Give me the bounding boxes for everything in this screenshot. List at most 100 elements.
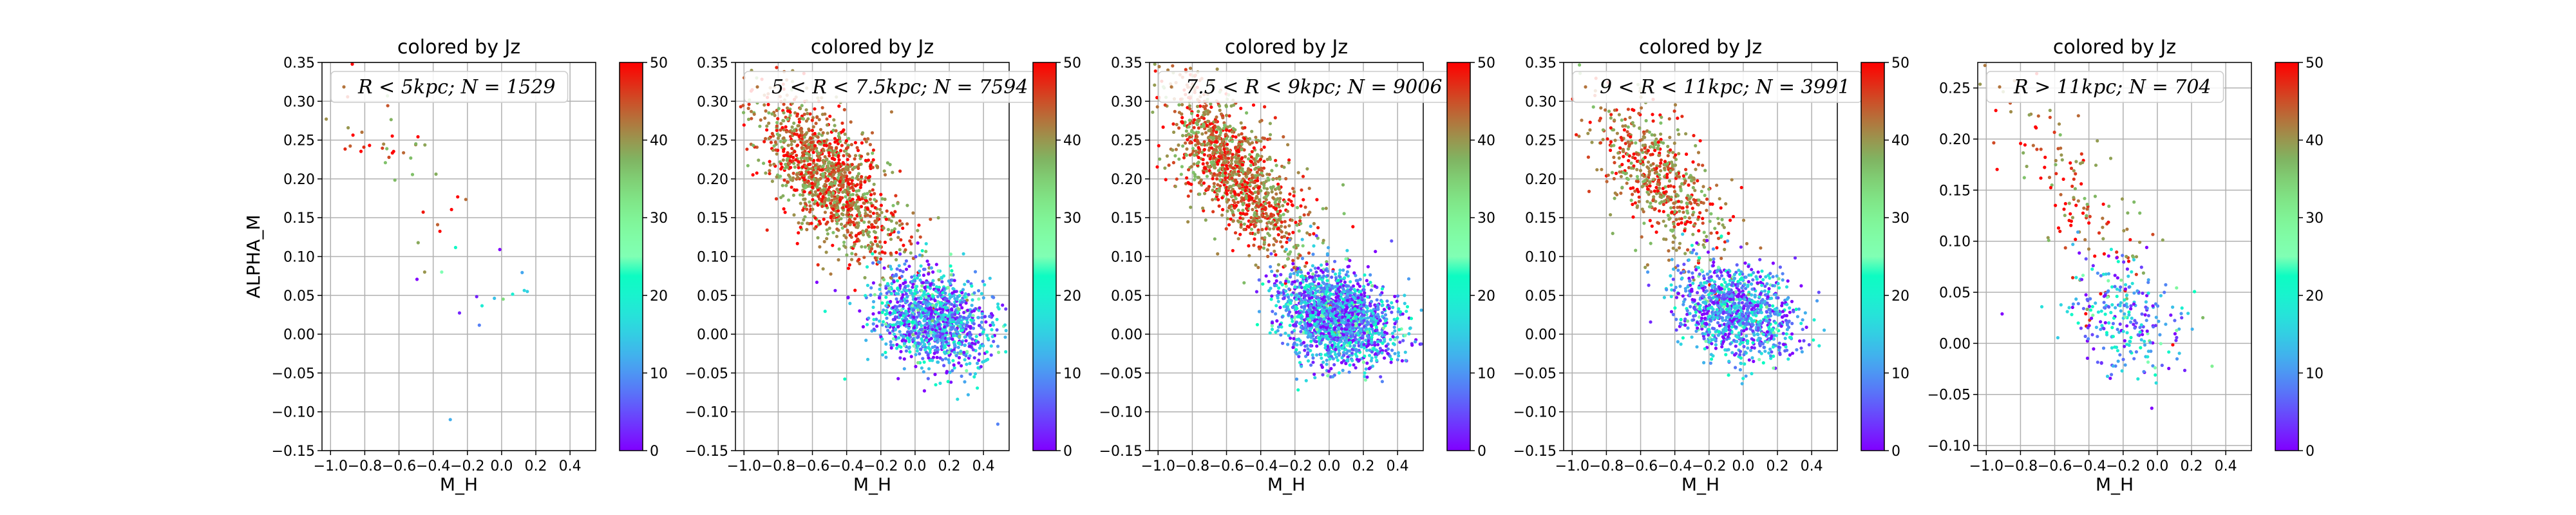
data-point <box>920 366 923 370</box>
data-point <box>904 259 908 263</box>
data-point <box>992 295 996 299</box>
data-point <box>762 140 766 144</box>
data-point <box>1215 115 1218 119</box>
data-point <box>1214 120 1218 124</box>
data-point <box>1253 162 1257 166</box>
data-point <box>1396 358 1399 362</box>
data-point <box>842 108 846 111</box>
data-point <box>815 149 819 153</box>
data-point <box>1267 234 1271 238</box>
data-point <box>782 102 786 106</box>
data-point <box>1185 147 1189 151</box>
data-point <box>1193 174 1197 178</box>
data-point <box>968 314 972 317</box>
data-point <box>1173 185 1177 189</box>
data-point <box>950 327 954 331</box>
data-point <box>1153 62 1157 66</box>
data-point <box>1311 353 1314 357</box>
data-point <box>908 350 912 354</box>
data-point <box>1239 121 1243 125</box>
data-point <box>992 339 996 344</box>
data-point <box>824 250 828 254</box>
data-point <box>833 124 837 127</box>
data-point <box>931 319 934 323</box>
data-point <box>808 156 812 161</box>
data-point <box>927 367 931 371</box>
data-point <box>1287 161 1291 165</box>
data-point <box>941 332 945 336</box>
data-point <box>1278 306 1282 310</box>
data-point <box>1363 294 1367 298</box>
data-point <box>902 357 906 361</box>
data-point <box>799 107 802 111</box>
data-point <box>965 321 969 324</box>
data-point <box>1256 191 1260 195</box>
data-point <box>1212 182 1216 185</box>
data-point <box>898 283 902 287</box>
data-point <box>1164 178 1168 182</box>
data-point <box>811 125 815 129</box>
data-point <box>1238 159 1242 163</box>
data-point <box>784 162 788 166</box>
data-point <box>1180 116 1184 120</box>
data-point <box>1325 274 1329 277</box>
data-point <box>368 144 372 147</box>
data-point <box>877 213 882 217</box>
data-point <box>943 297 947 301</box>
data-point <box>1230 176 1234 180</box>
data-point <box>909 242 913 246</box>
data-point <box>924 301 928 304</box>
data-point <box>1325 279 1329 283</box>
data-point <box>805 151 809 155</box>
data-point <box>1209 160 1213 164</box>
data-point <box>1209 105 1213 109</box>
data-point <box>477 323 481 327</box>
data-point <box>822 149 826 153</box>
data-point <box>972 291 976 295</box>
data-point <box>1202 171 1206 174</box>
data-point <box>801 193 805 197</box>
data-point <box>819 189 823 192</box>
data-point <box>980 292 983 295</box>
data-point <box>878 251 882 255</box>
data-point <box>861 325 865 329</box>
data-point <box>1237 142 1241 145</box>
data-point <box>917 332 921 335</box>
data-point <box>1259 139 1263 143</box>
data-point <box>788 162 791 165</box>
data-point <box>815 115 819 119</box>
data-point <box>971 326 976 330</box>
data-point <box>816 203 820 207</box>
data-point <box>781 158 785 162</box>
data-point <box>880 197 884 201</box>
data-point <box>907 340 911 344</box>
data-point <box>937 288 941 292</box>
data-point <box>895 267 899 271</box>
data-point <box>836 209 840 212</box>
data-point <box>1311 272 1315 276</box>
data-point <box>775 66 779 70</box>
data-point <box>1236 209 1240 212</box>
data-point <box>1273 249 1276 253</box>
data-point <box>952 290 956 294</box>
data-point <box>949 331 952 335</box>
data-point <box>1387 347 1390 351</box>
data-point <box>905 288 909 292</box>
data-point <box>912 315 916 319</box>
data-point <box>1273 116 1277 120</box>
data-point <box>873 236 877 239</box>
data-point <box>762 162 766 165</box>
data-point <box>402 151 406 154</box>
data-point <box>965 350 969 353</box>
data-point <box>1321 207 1325 211</box>
data-point <box>873 192 876 196</box>
data-point <box>1173 154 1177 158</box>
data-point <box>884 355 888 359</box>
data-point <box>977 297 981 301</box>
data-point <box>886 328 890 332</box>
data-point <box>786 180 790 183</box>
data-point <box>971 341 974 345</box>
data-point <box>817 182 820 186</box>
data-point <box>817 152 820 156</box>
data-point <box>901 226 905 230</box>
